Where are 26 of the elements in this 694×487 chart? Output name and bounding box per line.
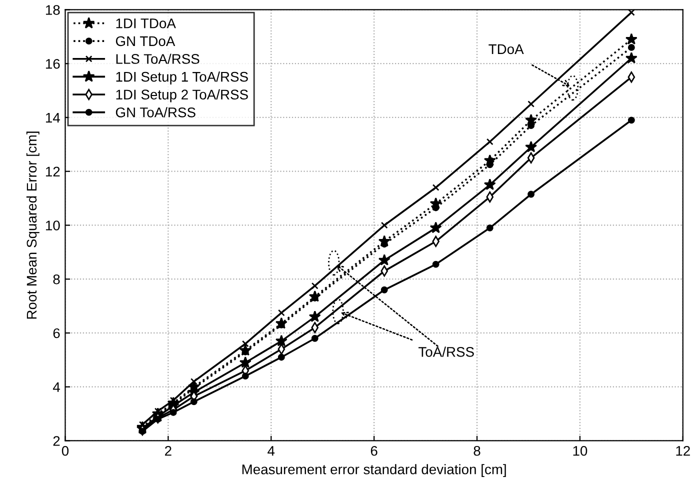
x-tick-label: 2: [165, 446, 172, 456]
x-tick-label: 4: [268, 446, 275, 456]
legend-label: GN ToA/RSS: [116, 107, 196, 118]
y-tick-label: 2: [53, 436, 60, 446]
x-tick-label: 12: [676, 446, 690, 456]
y-tick-label: 8: [53, 274, 60, 284]
y-tick-label: 10: [46, 220, 60, 230]
x-tick-label: 6: [370, 446, 378, 456]
x-tick-label: 10: [573, 446, 588, 456]
annotation: TDoA: [488, 44, 524, 54]
annotation: ToA/RSS: [418, 346, 474, 357]
legend-label: LLS ToA/RSS: [116, 54, 200, 64]
y-tick-label: 4: [52, 382, 60, 392]
x-tick-label: 8: [474, 446, 480, 456]
legend-label: 1DI TDoA: [116, 18, 176, 28]
y-tick-label: 14: [46, 112, 60, 123]
y-tick-label: 18: [46, 5, 60, 15]
legend-label: 1DI Setup 2 ToA/RSS: [116, 89, 248, 102]
y-axis-title: Root Mean Squared Error [cm]: [26, 132, 40, 319]
x-axis-title: Measurement error standard deviation [cm]: [242, 464, 506, 478]
x-tick-label: 0: [62, 446, 69, 456]
legend-label: GN TDoA: [116, 36, 176, 46]
y-tick-label: 6: [53, 328, 60, 338]
legend-label: 1DI Setup 1 ToA/RSS: [116, 72, 248, 84]
y-tick-label: 16: [46, 58, 60, 69]
y-tick-label: 12: [46, 166, 60, 176]
